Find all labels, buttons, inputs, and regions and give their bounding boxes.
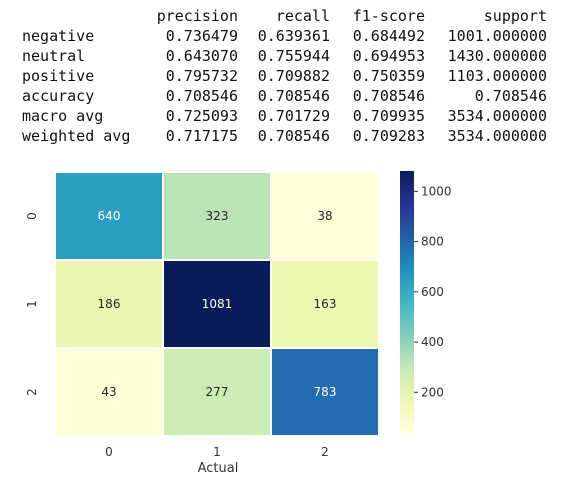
f1-value: 0.750359 [352,67,425,85]
precision-value: 0.795732 [165,67,238,85]
row-label: negative [22,27,95,45]
colorbar-tick-label: 800 [421,235,444,249]
heatmap-cell [270,171,380,261]
row-label: macro avg [22,107,104,125]
report-row-neutral: neutral 0.643070 0.755944 0.694953 1430.… [0,46,562,66]
precision-value: 0.643070 [165,47,238,65]
recall-value: 0.755944 [257,47,330,65]
header-recall: recall [275,7,330,25]
recall-value: 0.709882 [257,67,330,85]
colorbar-tick-label: 600 [421,285,444,299]
row-label: weighted avg [22,127,131,145]
heatmap-cell [54,171,164,261]
header-precision: precision [156,7,238,25]
support-value: 3534.000000 [447,107,547,125]
heatmap-cell [162,347,272,437]
heatmap-cell [270,347,380,437]
support-value: 1103.000000 [447,67,547,85]
report-row-weighted-avg: weighted avg 0.717175 0.708546 0.709283 … [0,126,562,146]
cell-value-label: 163 [314,297,337,311]
y-axis-ticks: 0 1 2 [25,212,39,396]
precision-value: 0.708546 [165,87,238,105]
recall-value: 0.708546 [257,127,330,145]
row-label: accuracy [22,87,95,105]
precision-value: 0.717175 [165,127,238,145]
y-tick-label: 1 [25,300,39,308]
classification-report: precision recall f1-score support negati… [0,0,562,160]
cell-value-label: 1081 [202,297,233,311]
f1-value: 0.709283 [352,127,425,145]
colorbar-gradient [400,171,414,433]
header-support: support [483,7,547,25]
heatmap-cell [54,347,164,437]
recall-value: 0.708546 [257,87,330,105]
row-label: neutral [22,47,86,65]
report-row-macro-avg: macro avg 0.725093 0.701729 0.709935 353… [0,106,562,126]
colorbar-ticks: 200 400 600 800 1000 [414,184,452,399]
recall-value: 0.639361 [257,27,330,45]
f1-value: 0.708546 [352,87,425,105]
cell-value-label: 783 [314,385,337,399]
support-value: 1430.000000 [447,47,547,65]
colorbar-tick-label: 1000 [421,184,452,198]
colorbar: 200 400 600 800 1000 [400,171,452,433]
x-tick-label: 1 [213,445,221,459]
precision-value: 0.736479 [165,27,238,45]
support-value: 1001.000000 [447,27,547,45]
cell-value-label: 38 [317,209,332,223]
row-label: positive [22,67,95,85]
precision-value: 0.725093 [165,107,238,125]
x-axis-label: Actual [198,461,239,476]
colorbar-tick-label: 200 [421,385,444,399]
report-header-row: precision recall f1-score support [0,6,562,26]
cell-value-label: 277 [206,385,229,399]
cell-value-label: 43 [101,385,116,399]
support-value: 3534.000000 [447,127,547,145]
colorbar-tick-label: 400 [421,335,444,349]
y-tick-label: 0 [25,212,39,220]
cell-value-label: 323 [206,209,229,223]
cell-value-label: 186 [98,297,121,311]
f1-value: 0.684492 [352,27,425,45]
confusion-matrix-heatmap: 640 323 38 186 1081 163 43 277 783 0 1 2 0 1 2 Actua… [25,171,452,476]
report-row-positive: positive 0.795732 0.709882 0.750359 1103… [0,66,562,86]
f1-value: 0.709935 [352,107,425,125]
report-row-negative: negative 0.736479 0.639361 0.684492 1001… [0,26,562,46]
f1-value: 0.694953 [352,47,425,65]
report-row-accuracy: accuracy 0.708546 0.708546 0.708546 0.70… [0,86,562,106]
x-tick-label: 0 [105,445,113,459]
support-value: 0.708546 [474,87,547,105]
heatmap-cell [162,171,272,261]
x-axis-ticks: 0 1 2 [105,445,329,459]
recall-value: 0.701729 [257,107,330,125]
heatmap-cell [270,259,380,349]
x-tick-label: 2 [321,445,329,459]
y-tick-label: 2 [25,388,39,396]
heatmap-cells: 640 323 38 186 1081 163 43 277 783 [54,171,380,437]
cell-value-label: 640 [98,209,121,223]
header-f1-score: f1-score [352,7,425,25]
